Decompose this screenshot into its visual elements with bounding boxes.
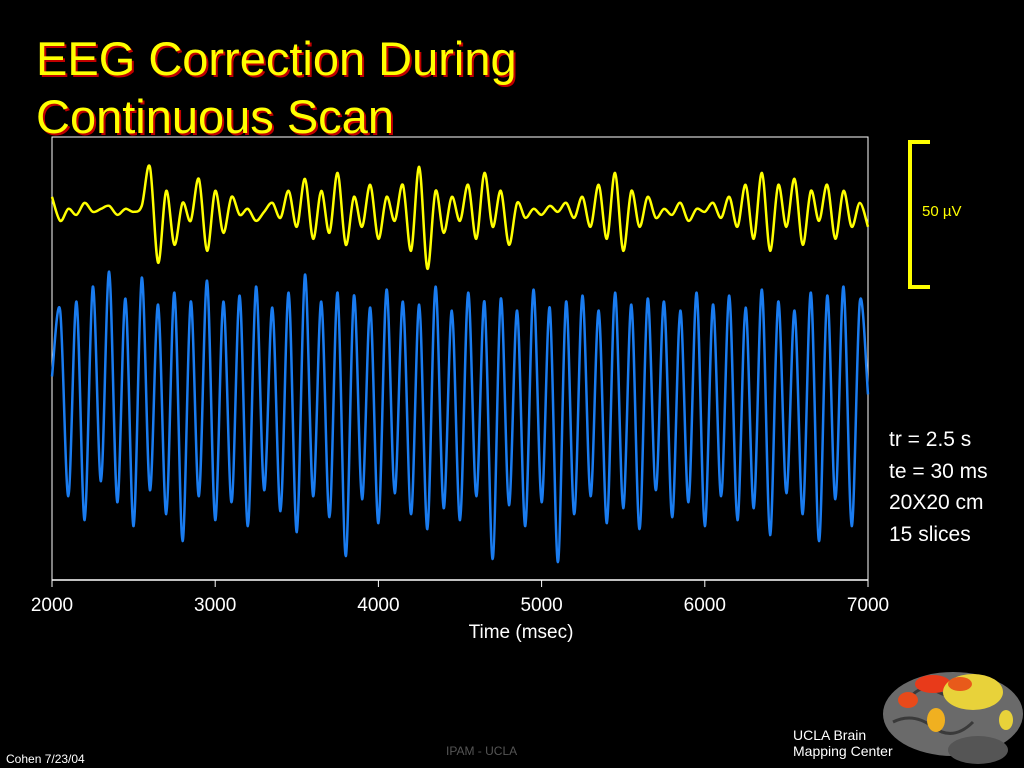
param-fov: 20X20 cm — [889, 491, 984, 514]
slide-title: EEG Correction During Continuous Scan — [36, 30, 517, 146]
param-slices: 15 slices — [889, 522, 971, 546]
x-tick-label: 4000 — [357, 595, 399, 616]
param-tr: tr = 2.5 s — [889, 428, 972, 451]
series-line-raw-eeg — [50, 270, 870, 564]
footer-author-date: Cohen 7/23/04 — [6, 752, 85, 766]
param-te: te = 30 ms — [889, 459, 988, 483]
x-tick-label: 3000 — [194, 595, 236, 616]
series-line-corrected-eeg — [50, 164, 870, 270]
credit-line-1: UCLA Brain — [793, 727, 867, 743]
credit-line-2: Mapping Center — [793, 743, 893, 759]
plot-frame — [51, 136, 869, 580]
scan-parameters: tr = 2.5 s te = 30 ms 20X20 cm 15 slices — [889, 424, 988, 550]
x-tick-label: 7000 — [847, 595, 889, 616]
x-axis-label: Time (msec) — [469, 622, 574, 643]
x-tick-label: 2000 — [31, 595, 73, 616]
credit-text: UCLA Brain Mapping Center — [793, 727, 893, 759]
scale-bar-label: 50 µV — [922, 203, 962, 220]
brain-logo-image — [883, 672, 1023, 764]
footer-venue: IPAM - UCLA — [446, 744, 518, 758]
x-tick-label: 5000 — [520, 595, 562, 616]
scale-bar — [908, 140, 930, 289]
title-line-2: Continuous Scan — [36, 90, 394, 143]
x-tick-label: 6000 — [684, 595, 726, 616]
title-line-1: EEG Correction During — [36, 32, 517, 85]
